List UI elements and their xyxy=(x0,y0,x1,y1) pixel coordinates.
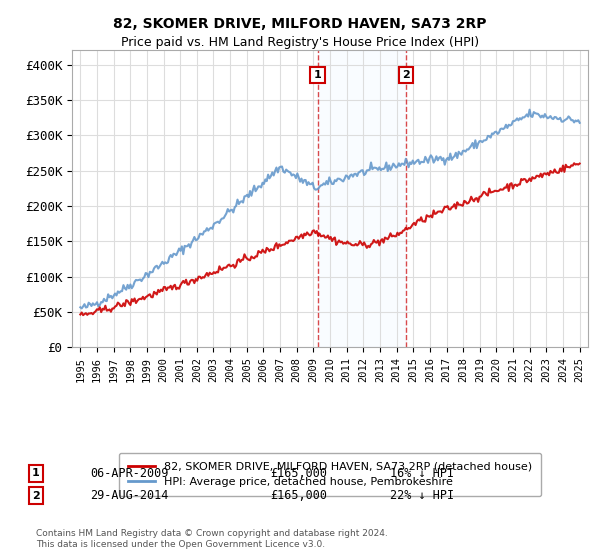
Legend: 82, SKOMER DRIVE, MILFORD HAVEN, SA73 2RP (detached house), HPI: Average price, : 82, SKOMER DRIVE, MILFORD HAVEN, SA73 2R… xyxy=(119,452,541,496)
Text: 16% ↓ HPI: 16% ↓ HPI xyxy=(390,466,454,480)
Text: 1: 1 xyxy=(314,70,322,80)
Text: 82, SKOMER DRIVE, MILFORD HAVEN, SA73 2RP: 82, SKOMER DRIVE, MILFORD HAVEN, SA73 2R… xyxy=(113,17,487,31)
Text: £165,000: £165,000 xyxy=(270,489,327,502)
Text: Price paid vs. HM Land Registry's House Price Index (HPI): Price paid vs. HM Land Registry's House … xyxy=(121,36,479,49)
Text: 22% ↓ HPI: 22% ↓ HPI xyxy=(390,489,454,502)
Text: 2: 2 xyxy=(403,70,410,80)
Text: Contains HM Land Registry data © Crown copyright and database right 2024.
This d: Contains HM Land Registry data © Crown c… xyxy=(36,529,388,549)
Text: 1: 1 xyxy=(32,468,40,478)
Text: 29-AUG-2014: 29-AUG-2014 xyxy=(90,489,169,502)
Text: £165,000: £165,000 xyxy=(270,466,327,480)
Text: 06-APR-2009: 06-APR-2009 xyxy=(90,466,169,480)
Text: 2: 2 xyxy=(32,491,40,501)
Bar xyxy=(317,50,406,347)
